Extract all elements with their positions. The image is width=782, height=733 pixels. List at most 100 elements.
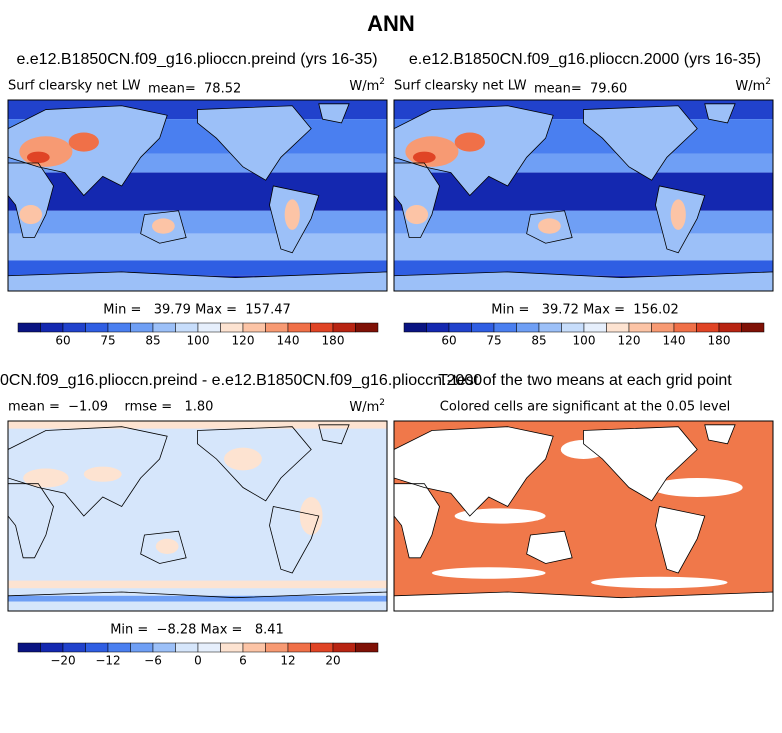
hot-spot — [19, 136, 73, 167]
colorbar-box — [538, 322, 562, 333]
colorbar-box — [561, 322, 585, 333]
colorbar-label: −12 — [95, 654, 120, 668]
coastline — [8, 271, 387, 291]
map-band — [8, 172, 387, 211]
map — [8, 421, 387, 611]
map-band — [8, 421, 387, 429]
land — [8, 163, 54, 238]
coastline — [655, 185, 706, 254]
coastline — [394, 105, 554, 197]
colorbar-box — [741, 322, 765, 333]
colorbar-box — [40, 642, 64, 653]
stats: Colored cells are significant at the 0.0… — [440, 400, 730, 415]
mean-stat: mean= 78.52 — [148, 82, 241, 97]
panel-title: e.e12.B1850CN.f09_g16.plioccn.preind (yr… — [16, 51, 377, 68]
warm-patch — [83, 466, 122, 482]
map-band — [8, 421, 387, 611]
map — [8, 100, 387, 291]
land — [704, 103, 736, 123]
colorbar-box — [673, 322, 697, 333]
colorbar-box — [265, 642, 289, 653]
units: W/m2 — [349, 77, 385, 94]
colorbar-box — [17, 642, 41, 653]
coastline — [394, 483, 440, 559]
land — [583, 426, 698, 501]
land — [394, 426, 554, 516]
coastline — [394, 426, 554, 517]
colorbar-box — [310, 642, 334, 653]
land — [318, 103, 350, 123]
colorbar-label: 60 — [55, 334, 70, 348]
colorbar-box — [130, 322, 154, 333]
colorbar-label: −20 — [50, 654, 75, 668]
colorbar-label: 85 — [531, 334, 546, 348]
colorbar-box — [85, 322, 109, 333]
coastline — [269, 506, 320, 574]
colorbar-box — [628, 322, 652, 333]
insignificant — [431, 567, 546, 579]
warm-patch — [23, 468, 69, 488]
coastline — [8, 162, 54, 238]
coastline — [8, 591, 387, 611]
map-band — [8, 595, 387, 602]
colorbar-label: 180 — [322, 334, 345, 348]
hot-spot — [68, 132, 99, 152]
map-frame — [7, 420, 388, 612]
colorbar-box — [152, 642, 176, 653]
land — [394, 271, 773, 291]
colorbar-label: 75 — [100, 334, 115, 348]
min-max: Min = 39.72 Max = 156.02 — [491, 303, 679, 318]
coastline — [318, 103, 350, 124]
coastline — [8, 105, 168, 197]
colorbar-box — [107, 642, 131, 653]
figure-title: ANN — [367, 11, 415, 36]
coastline — [197, 426, 312, 502]
hot-spot — [405, 205, 429, 225]
colorbar-box — [17, 322, 41, 333]
land — [655, 506, 705, 573]
colorbar-box — [355, 322, 379, 333]
land — [704, 424, 736, 444]
colorbar-box — [310, 322, 334, 333]
colorbar-box — [696, 322, 720, 333]
hot-spot — [152, 218, 175, 234]
map-band — [394, 260, 773, 276]
coastline — [583, 105, 698, 181]
colorbar-label: 20 — [325, 654, 340, 668]
map-band — [394, 233, 773, 261]
colorbar-box — [62, 322, 86, 333]
hot-spot — [26, 151, 50, 164]
colorbar-box — [220, 322, 244, 333]
insignificant — [454, 508, 546, 524]
coastline — [394, 591, 773, 611]
insignificant — [591, 576, 728, 589]
insignificant — [651, 478, 743, 497]
coastline — [140, 210, 187, 244]
colorbar-box — [62, 642, 86, 653]
colorbar-label: 100 — [573, 334, 596, 348]
coastline — [394, 162, 440, 238]
land — [526, 531, 573, 564]
colorbar-box — [130, 642, 154, 653]
coastline — [269, 185, 320, 254]
colorbar-label: 140 — [663, 334, 686, 348]
coastline — [8, 426, 168, 517]
coastline — [583, 426, 698, 502]
land — [394, 592, 773, 611]
coastline — [704, 103, 736, 124]
colorbar-box — [242, 322, 266, 333]
colorbar-label: 12 — [280, 654, 295, 668]
coastline — [394, 271, 773, 291]
units-exp: 2 — [765, 77, 771, 87]
warm-patch — [299, 497, 323, 535]
colorbar-label: 140 — [277, 334, 300, 348]
variable-name: Surf clearsky net LW — [394, 79, 527, 94]
colorbar-box — [265, 322, 289, 333]
colorbar-label: 85 — [145, 334, 160, 348]
panel-title: T-test of the two means at each grid poi… — [438, 372, 732, 389]
map-band — [394, 172, 773, 211]
colorbar-box — [287, 322, 311, 333]
colorbar-box — [426, 322, 450, 333]
coastline — [655, 506, 706, 574]
